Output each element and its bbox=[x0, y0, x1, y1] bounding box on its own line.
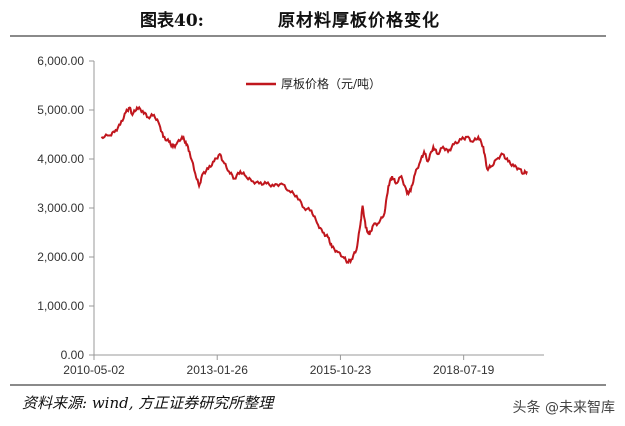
y-tick-label: 1,000.00 bbox=[37, 299, 84, 313]
series-line-plate-price bbox=[100, 105, 528, 265]
y-tick-label: 4,000.00 bbox=[37, 152, 84, 166]
figure-title: 图表40: 原材料厚板价格变化 bbox=[0, 6, 625, 32]
figure-title-text: 原材料厚板价格变化 bbox=[278, 11, 440, 31]
y-tick-label: 5,000.00 bbox=[37, 103, 84, 117]
figure-number: 图表40: bbox=[140, 11, 204, 31]
x-axis-ticks: 2010-05-02 2013-01-26 2015-10-23 2018-07-19 bbox=[63, 355, 495, 377]
y-tick-label: 6,000.00 bbox=[37, 54, 84, 68]
x-tick-label: 2015-10-23 bbox=[310, 363, 372, 377]
legend-label: 厚板价格（元/吨） bbox=[281, 76, 381, 91]
y-axis-ticks: 0.00 1,000.00 2,000.00 3,000.00 4,000.00 5,00… bbox=[37, 54, 94, 362]
y-tick-label: 3,000.00 bbox=[37, 201, 84, 215]
legend: 厚板价格（元/吨） bbox=[246, 76, 381, 91]
y-tick-label: 2,000.00 bbox=[37, 250, 84, 264]
x-tick-label: 2010-05-02 bbox=[63, 363, 125, 377]
x-tick-label: 2013-01-26 bbox=[187, 363, 249, 377]
y-tick-label: 0.00 bbox=[61, 348, 85, 362]
watermark: 头条 @未来智库 bbox=[512, 400, 615, 416]
bottom-rule bbox=[10, 384, 606, 386]
source-note: 资料来源: wind, 方正证券研究所整理 bbox=[22, 394, 274, 412]
x-tick-label: 2018-07-19 bbox=[433, 363, 495, 377]
top-rule bbox=[10, 35, 606, 37]
